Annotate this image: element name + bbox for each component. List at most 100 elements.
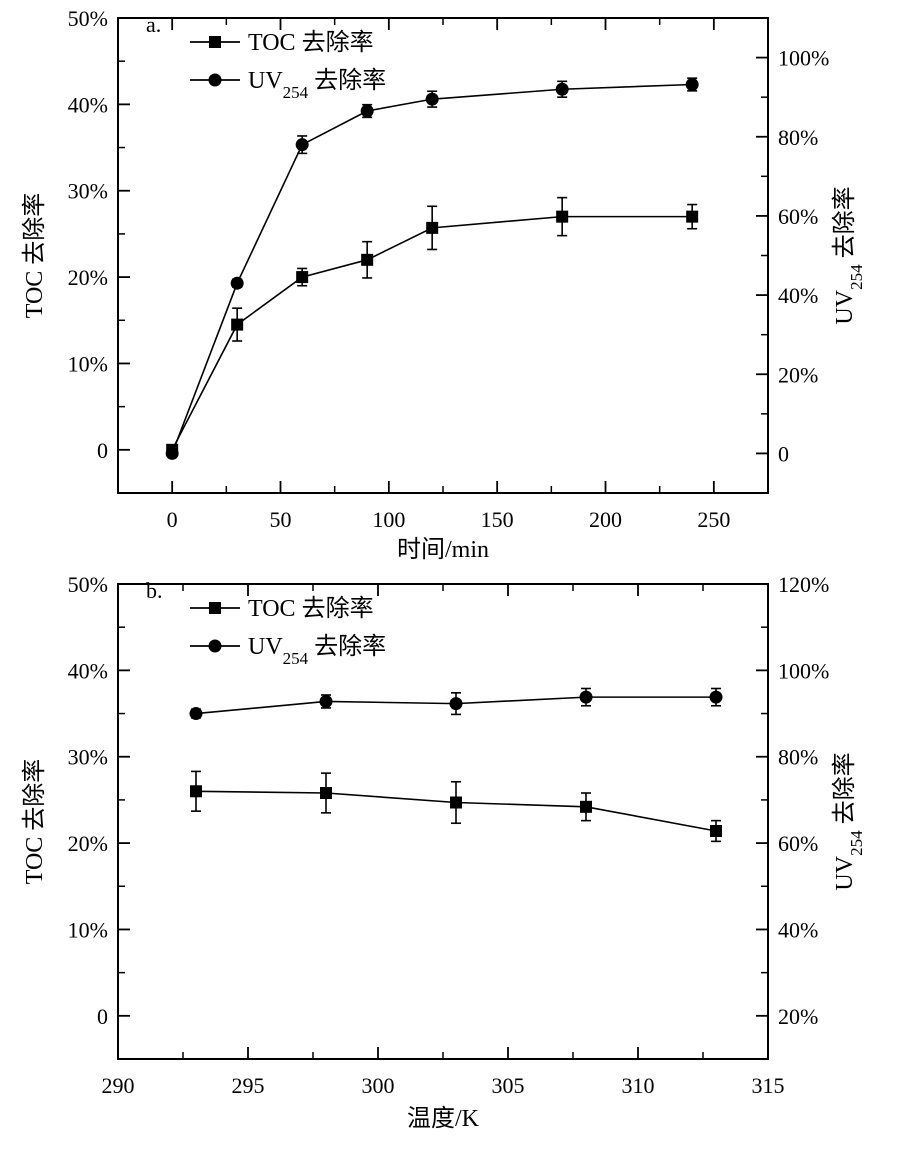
y-left-tick-label: 50%	[68, 6, 108, 31]
plot-frame	[117, 583, 769, 1060]
y-right-axis-title: UV254 去除率	[831, 752, 866, 890]
data-point-square	[296, 271, 309, 284]
data-point-circle	[425, 92, 439, 106]
x-tick-label: 300	[362, 1073, 395, 1098]
data-point-circle	[579, 690, 593, 704]
y-left-tick-label: 10%	[68, 917, 108, 942]
x-tick-label: 310	[622, 1073, 655, 1098]
y-right-axis-title-sub: 254	[847, 264, 866, 290]
y-right-tick-label: 20%	[778, 362, 818, 387]
legend-entry: UV254 去除率	[190, 633, 386, 668]
y-left-axis-title: TOC 去除率	[21, 193, 48, 319]
x-tick-label: 150	[481, 507, 514, 532]
legend-label-sub: 254	[283, 83, 309, 102]
data-point-circle	[449, 697, 463, 711]
panel-a: 0 50 100 150 200 250 0 10% 20% 30% 40% 50% 0 20% 40% 60…	[21, 6, 866, 563]
y-left-tick-label: 30%	[68, 179, 108, 204]
data-point-square	[426, 221, 439, 234]
legend-label: TOC 去除率	[248, 29, 374, 56]
legend-label-base: UV	[248, 634, 283, 660]
data-point-square	[556, 210, 569, 223]
panel-label: b.	[146, 578, 163, 603]
y-right-tick-label: 60%	[778, 831, 818, 856]
x-tick-label: 200	[589, 507, 622, 532]
panel-b: 290 295 300 305 310 315 0 10% 20% 30% 40% 50% 20% 40%…	[21, 572, 866, 1132]
x-tick-label: 295	[232, 1073, 265, 1098]
data-point-circle	[295, 138, 309, 152]
y-left-tick-label: 40%	[68, 92, 108, 117]
data-point-square	[190, 785, 202, 798]
data-point-square	[361, 253, 374, 266]
y-right-axis-title-base: UV	[832, 289, 858, 324]
legend-entry: TOC 去除率	[190, 595, 374, 622]
y-right-tick-label: 100%	[778, 658, 829, 683]
series-line	[171, 215, 693, 451]
legend-entry: UV254 去除率	[190, 67, 386, 102]
data-point-circle	[685, 78, 699, 91]
x-tick-label: 250	[697, 507, 730, 532]
y-left-axis-title: TOC 去除率	[21, 759, 48, 885]
data-point-square	[710, 825, 722, 837]
legend-label-rest: 去除率	[308, 67, 386, 94]
plot-frame	[117, 17, 769, 494]
y-right-tick-label: 60%	[778, 204, 818, 229]
y-right-axis-title: UV254 去除率	[831, 186, 866, 324]
y-left-tick-label: 30%	[68, 745, 108, 770]
legend-label: TOC 去除率	[248, 595, 374, 622]
data-point-circle	[189, 707, 203, 721]
legend-marker-square	[209, 36, 221, 48]
y-right-tick-label: 0	[778, 441, 789, 466]
series-line	[171, 83, 693, 454]
y-right-tick-label: 80%	[778, 125, 818, 150]
data-point-circle	[555, 82, 569, 96]
legend-marker-square	[209, 602, 221, 614]
data-point-circle	[230, 276, 244, 290]
legend-entry: TOC 去除率	[190, 29, 374, 56]
x-tick-label: 0	[167, 507, 178, 532]
legend-label-sub: 254	[283, 649, 309, 668]
x-tick-label: 315	[752, 1073, 785, 1098]
legend-label-rest: 去除率	[308, 633, 386, 660]
x-tick-label: 50	[270, 507, 292, 532]
x-axis-title: 时间/min	[397, 536, 489, 563]
y-right-tick-label: 100%	[778, 46, 829, 71]
y-left-tick-label: 20%	[68, 831, 108, 856]
y-right-axis-title-sub: 254	[847, 830, 866, 856]
legend-label-base: TOC 去除率	[248, 595, 374, 622]
y-right-axis-title-rest: 去除率	[831, 186, 858, 264]
series-uv254	[189, 687, 723, 721]
y-right-tick-label: 80%	[778, 745, 818, 770]
data-point-circle	[360, 104, 374, 118]
y-right-tick-label: 40%	[778, 917, 818, 942]
series-uv254	[165, 77, 699, 460]
y-right-axis-title-base: UV	[832, 855, 858, 890]
y-right-axis-title-rest: 去除率	[831, 752, 858, 830]
data-point-square	[686, 210, 699, 223]
series-toc	[166, 196, 699, 456]
data-point-circle	[319, 694, 333, 708]
legend-label-base: UV	[248, 68, 283, 94]
x-axis-title: 温度/K	[407, 1105, 480, 1132]
legend-label: UV254 去除率	[248, 633, 386, 668]
legend-marker-circle	[208, 73, 222, 87]
data-point-circle	[165, 446, 179, 460]
panel-label: a.	[146, 12, 161, 37]
y-left-tick-label: 50%	[68, 572, 108, 597]
y-left-tick-label: 10%	[68, 351, 108, 376]
legend-label: UV254 去除率	[248, 67, 386, 102]
data-point-circle	[709, 690, 723, 704]
y-left-tick-label: 20%	[68, 265, 108, 290]
legend-label-base: TOC 去除率	[248, 29, 374, 56]
x-tick-label: 290	[102, 1073, 135, 1098]
y-right-tick-label: 120%	[778, 572, 829, 597]
y-left-tick-label: 0	[97, 1004, 108, 1029]
series-toc	[190, 770, 722, 843]
x-tick-label: 305	[492, 1073, 525, 1098]
y-left-tick-label: 40%	[68, 658, 108, 683]
y-right-tick-label: 20%	[778, 1004, 818, 1029]
legend-marker-circle	[208, 639, 222, 653]
data-point-square	[320, 787, 332, 799]
y-right-tick-label: 40%	[778, 283, 818, 308]
data-point-square	[231, 318, 244, 331]
